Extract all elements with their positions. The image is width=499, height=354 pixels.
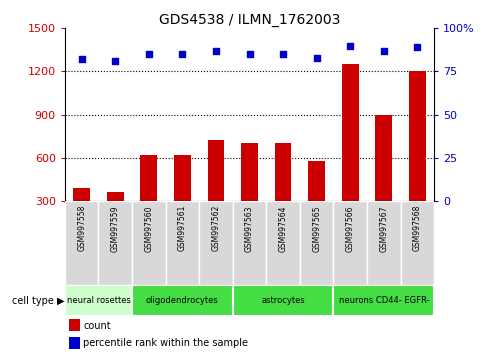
Bar (65, 201, 98, 285)
Bar (241, 143, 258, 244)
Point (380, 48, 388, 53)
Bar (409, 72, 426, 244)
Text: GSM997568: GSM997568 (413, 205, 422, 251)
Bar (98, 201, 132, 285)
Point (78, 57, 86, 62)
Text: GSM997566: GSM997566 (346, 205, 355, 252)
Bar (132, 201, 166, 285)
Point (313, 55, 321, 61)
Bar (375, 115, 392, 244)
Text: GSM997564: GSM997564 (278, 205, 287, 252)
Bar (367, 201, 401, 285)
Bar (333, 201, 367, 285)
Text: GSM997561: GSM997561 (178, 205, 187, 251)
Bar (132, 285, 233, 316)
Bar (308, 161, 325, 244)
Text: oligodendrocytes: oligodendrocytes (146, 296, 219, 305)
Point (145, 51, 153, 57)
Bar (174, 155, 191, 244)
Bar (65, 285, 132, 316)
Bar (233, 201, 266, 285)
Point (178, 51, 186, 57)
Bar (401, 201, 434, 285)
Text: neural rosettes: neural rosettes (66, 296, 130, 305)
Bar (333, 285, 434, 316)
Title: GDS4538 / ILMN_1762003: GDS4538 / ILMN_1762003 (159, 13, 340, 27)
Bar (73, 188, 90, 244)
Bar (68, 319, 80, 331)
Bar (266, 201, 300, 285)
Text: GSM997558: GSM997558 (77, 205, 86, 251)
Point (279, 51, 287, 57)
Point (111, 58, 119, 64)
Point (346, 43, 354, 48)
Text: cell type ▶: cell type ▶ (12, 296, 65, 306)
Text: neurons CD44- EGFR-: neurons CD44- EGFR- (338, 296, 429, 305)
Text: percentile rank within the sample: percentile rank within the sample (83, 338, 249, 348)
Bar (233, 285, 333, 316)
Text: GSM997565: GSM997565 (312, 205, 321, 252)
Bar (199, 201, 233, 285)
Bar (140, 155, 157, 244)
Bar (342, 64, 359, 244)
Text: GSM997562: GSM997562 (212, 205, 221, 251)
Text: GSM997567: GSM997567 (379, 205, 388, 252)
Bar (300, 201, 333, 285)
Bar (68, 337, 80, 349)
Text: count: count (83, 321, 111, 331)
Point (246, 51, 253, 57)
Bar (166, 201, 199, 285)
Text: GSM997560: GSM997560 (144, 205, 153, 252)
Point (212, 48, 220, 53)
Bar (208, 141, 225, 244)
Text: GSM997559: GSM997559 (111, 205, 120, 252)
Bar (274, 143, 291, 244)
Text: astrocytes: astrocytes (261, 296, 305, 305)
Point (413, 45, 421, 50)
Text: GSM997563: GSM997563 (245, 205, 254, 252)
Bar (107, 192, 124, 244)
